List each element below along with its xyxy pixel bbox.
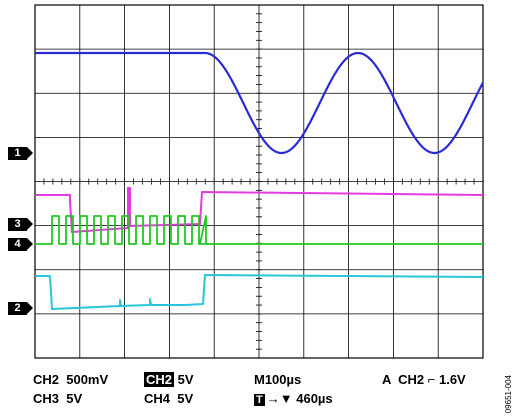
trigger-position-icon: T [254, 394, 265, 406]
channel-marker-3: 3 [8, 218, 33, 231]
ch3-digital-trace [35, 187, 484, 233]
ch3-scale-readout: CH3 5V [33, 391, 83, 406]
ch2-boxed-scale: 5V [177, 372, 194, 387]
figure-id: 09651-004 [504, 374, 513, 413]
ch4-clock-trace [35, 215, 483, 245]
channel-marker-4: 4 [8, 238, 33, 251]
timebase-readout: M100µs [254, 372, 302, 387]
trigger-position-readout: T →▼ 460µs [254, 391, 333, 406]
falling-edge-icon: ⌐ [427, 372, 436, 387]
ch2-digital-trace [35, 274, 484, 310]
channel-marker-1: 1 [8, 147, 33, 160]
trigger-source-label: A CH2 [382, 372, 425, 387]
arrow-right-down-icon: →▼ [266, 391, 293, 406]
ch4-scale-readout: CH4 5V [144, 391, 194, 406]
trigger-source-readout: A CH2 ⌐ 1.6V [382, 372, 466, 387]
ch2-boxed-readout: CH2 5V [144, 372, 194, 387]
ch2-scale-readout: CH2 500mV [33, 372, 109, 387]
trigger-position-value: 460µs [296, 391, 333, 406]
graticule-grid [34, 4, 484, 359]
trigger-level-value: 1.6V [438, 372, 466, 387]
waveform-traces [34, 51, 484, 310]
channel-marker-2: 2 [8, 302, 33, 315]
ch1-analog-trace [34, 51, 484, 155]
ch2-boxed-label: CH2 [144, 372, 175, 387]
